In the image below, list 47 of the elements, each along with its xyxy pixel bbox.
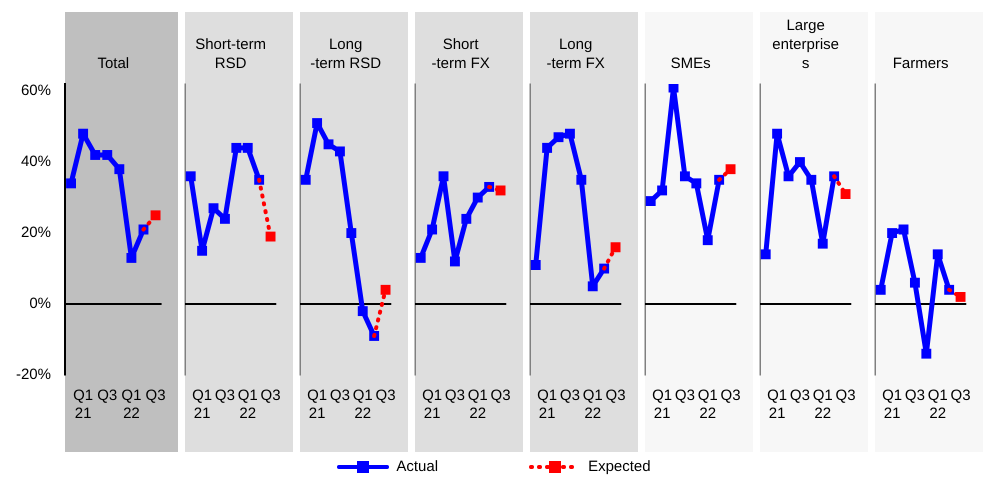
x-tick-label: Q3 bbox=[97, 387, 118, 404]
x-tick-label: Q1 21 bbox=[767, 387, 788, 422]
x-tick-label: Q1 21 bbox=[73, 387, 94, 422]
chart-title: Farmers bbox=[892, 55, 949, 72]
x-tick-label: Q3 bbox=[214, 387, 235, 404]
x-tick-label: Q1 22 bbox=[582, 387, 603, 422]
chart-title: SMEs bbox=[670, 55, 711, 72]
x-tick-label: Q3 bbox=[950, 387, 971, 404]
chart-title: Long -term FX bbox=[546, 36, 605, 72]
x-tick-label: Q1 22 bbox=[121, 387, 142, 422]
x-tick-label: Q3 bbox=[720, 387, 741, 404]
y-tick-label: 0% bbox=[29, 295, 51, 312]
y-tick-label: 60% bbox=[20, 82, 51, 100]
x-tick-label: Q3 bbox=[376, 387, 396, 404]
y-tick-label: 40% bbox=[20, 153, 51, 170]
y-tick-label: -20% bbox=[16, 366, 51, 384]
legend-label: Actual bbox=[396, 458, 438, 475]
x-tick-label: Q3 bbox=[146, 387, 166, 404]
x-tick-label: Q3 bbox=[560, 387, 580, 404]
x-tick-label: Q3 bbox=[790, 387, 810, 404]
x-tick-label: Q3 bbox=[260, 387, 281, 404]
x-tick-label: Q1 21 bbox=[882, 387, 902, 422]
x-tick-label: Q1 22 bbox=[812, 387, 833, 422]
x-tick-label: Q1 21 bbox=[192, 387, 212, 422]
x-tick-label: Q1 22 bbox=[698, 387, 718, 422]
x-tick-label: Q1 21 bbox=[652, 387, 672, 422]
x-tick-label: Q1 22 bbox=[468, 387, 488, 422]
x-tick-label: Q3 bbox=[330, 387, 350, 404]
x-tick-label: Q1 21 bbox=[537, 387, 558, 422]
chart-title: Short-term RSD bbox=[195, 36, 266, 72]
chart-title: Large enterprises bbox=[772, 17, 839, 72]
chart-title: Total bbox=[97, 55, 130, 72]
chart-title: Long -term RSD bbox=[310, 36, 382, 72]
chart-title: Short -term FX bbox=[431, 36, 490, 72]
x-tick-label: Q3 bbox=[444, 387, 465, 404]
y-tick-label: 20% bbox=[20, 224, 51, 242]
legend-label: Expected bbox=[588, 458, 651, 475]
x-tick-label: Q3 bbox=[490, 387, 511, 404]
x-tick-label: Q3 bbox=[674, 387, 695, 404]
x-tick-label: Q3 bbox=[606, 387, 626, 404]
x-tick-label: Q1 22 bbox=[352, 387, 373, 422]
x-tick-label: Q1 21 bbox=[307, 387, 328, 422]
x-tick-label: Q1 21 bbox=[422, 387, 442, 422]
x-tick-label: Q3 bbox=[904, 387, 925, 404]
x-tick-label: Q1 22 bbox=[238, 387, 258, 422]
x-tick-label: Q1 22 bbox=[928, 387, 948, 422]
x-tick-label: Q3 bbox=[836, 387, 856, 404]
